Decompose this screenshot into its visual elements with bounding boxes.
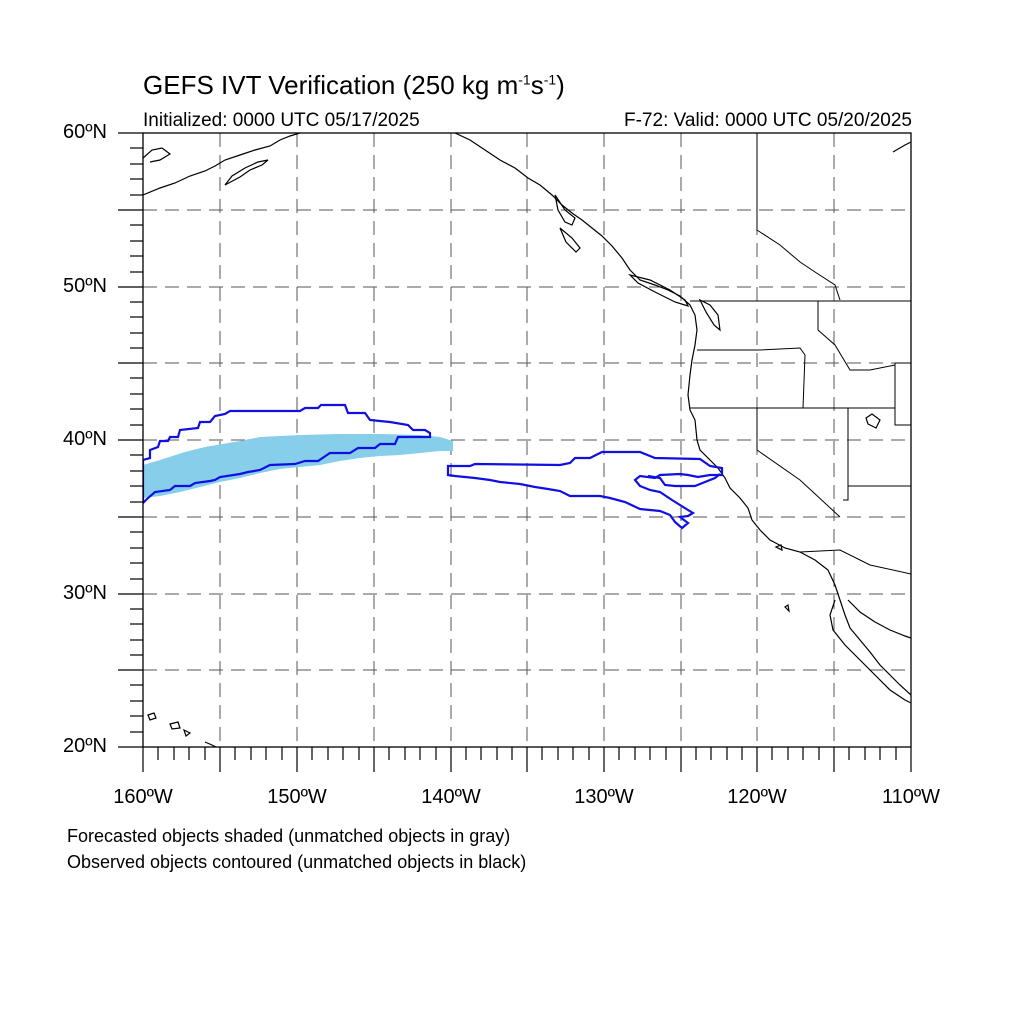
lat-label-20n: 20ºN: [63, 735, 107, 757]
init-time-label: Initialized: 0000 UTC 05/17/2025: [143, 110, 420, 131]
observed-legend-note: Observed objects contoured (unmatched ob…: [67, 852, 527, 872]
observed-contour-west: [143, 403, 432, 505]
lon-label-160w: 160ºW: [113, 786, 173, 808]
lon-label-110w: 110ºW: [881, 786, 941, 808]
valid-time-label: F-72: Valid: 0000 UTC 05/20/2025: [624, 110, 912, 131]
grid-lines: [143, 133, 911, 747]
lat-label-60n: 60ºN: [63, 121, 107, 143]
lon-label-130w: 130ºW: [574, 786, 634, 808]
forecast-object-shaded: [143, 434, 453, 498]
lon-label-150w: 150ºW: [267, 786, 327, 808]
borders: [690, 133, 911, 575]
lat-label-30n: 30ºN: [63, 582, 107, 604]
coastlines: [143, 133, 911, 747]
chart-title: GEFS IVT Verification (250 kg m-1s-1): [143, 70, 565, 100]
lon-label-140w: 140ºW: [421, 786, 481, 808]
observed-object-contours: [143, 403, 724, 530]
observed-contour-east: [446, 450, 724, 530]
axis-ticks: [118, 132, 912, 772]
lat-label-50n: 50ºN: [63, 275, 107, 297]
lon-label-120w: 120ºW: [727, 786, 787, 808]
forecast-legend-note: Forecasted objects shaded (unmatched obj…: [67, 826, 511, 846]
lat-label-40n: 40ºN: [63, 428, 107, 450]
